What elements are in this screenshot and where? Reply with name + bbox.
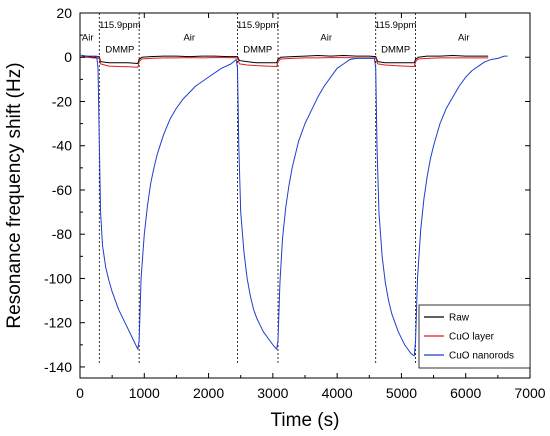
legend-label-cuo-layer: CuO layer [449,332,495,343]
annotation-115-9ppm-1: 115.9ppm [99,20,141,31]
y-tick-label--20: -20 [52,93,72,109]
x-tick-label-6000: 6000 [450,385,481,401]
legend-label-raw: Raw [449,313,470,324]
annotation-air-9: Air [458,32,470,43]
x-tick-label-0: 0 [76,385,84,401]
y-axis-title: Resonance frequency shift (Hz) [4,62,25,328]
annotation-air-3: Air [183,32,195,43]
legend: Raw CuO layer CuO nanorods [418,304,531,369]
x-tick-label-5000: 5000 [386,385,417,401]
series-line-cuo-nanorods [79,54,508,357]
y-tick-label--140: -140 [44,359,72,375]
annotation-115-9ppm-4: 115.9ppm [237,20,279,31]
annotation-115-9ppm-7: 115.9ppm [375,20,417,31]
x-tick-label-4000: 4000 [322,385,353,401]
axes: 0 1000 2000 3000 4000 5000 6000 7000 20 0 -20 -40 -6… [44,5,546,401]
annotation-air-0: Air [82,32,94,43]
series-line-raw [79,54,489,64]
x-tick-label-1000: 1000 [129,385,160,401]
x-axis-title: Time (s) [271,410,340,431]
y-tick-label--80: -80 [52,226,72,242]
x-tick-label-2000: 2000 [193,385,224,401]
annotation-air-6: Air [320,32,332,43]
exposure-boundary-lines [98,13,416,365]
y-tick-label--60: -60 [52,182,72,198]
x-tick-label-3000: 3000 [257,385,288,401]
legend-label-cuo-nanorods: CuO nanorods [449,351,514,362]
x-tick-label-7000: 7000 [514,385,545,401]
annotation-dmmp-2: DMMP [105,45,134,56]
y-tick-label--100: -100 [44,270,72,286]
series-lines [79,54,508,357]
y-tick-label-20: 20 [56,5,72,21]
series-line-cuo-layer [80,56,489,68]
y-tick-label-0: 0 [64,49,72,65]
annotation-dmmp-8: DMMP [381,45,410,56]
y-tick-label--120: -120 [44,315,72,331]
y-tick-label--40: -40 [52,138,72,154]
annotations: Air 115.9ppm DMMP Air 115.9ppm DMMP Air 115.9pp… [82,20,470,55]
annotation-dmmp-5: DMMP [243,45,272,56]
